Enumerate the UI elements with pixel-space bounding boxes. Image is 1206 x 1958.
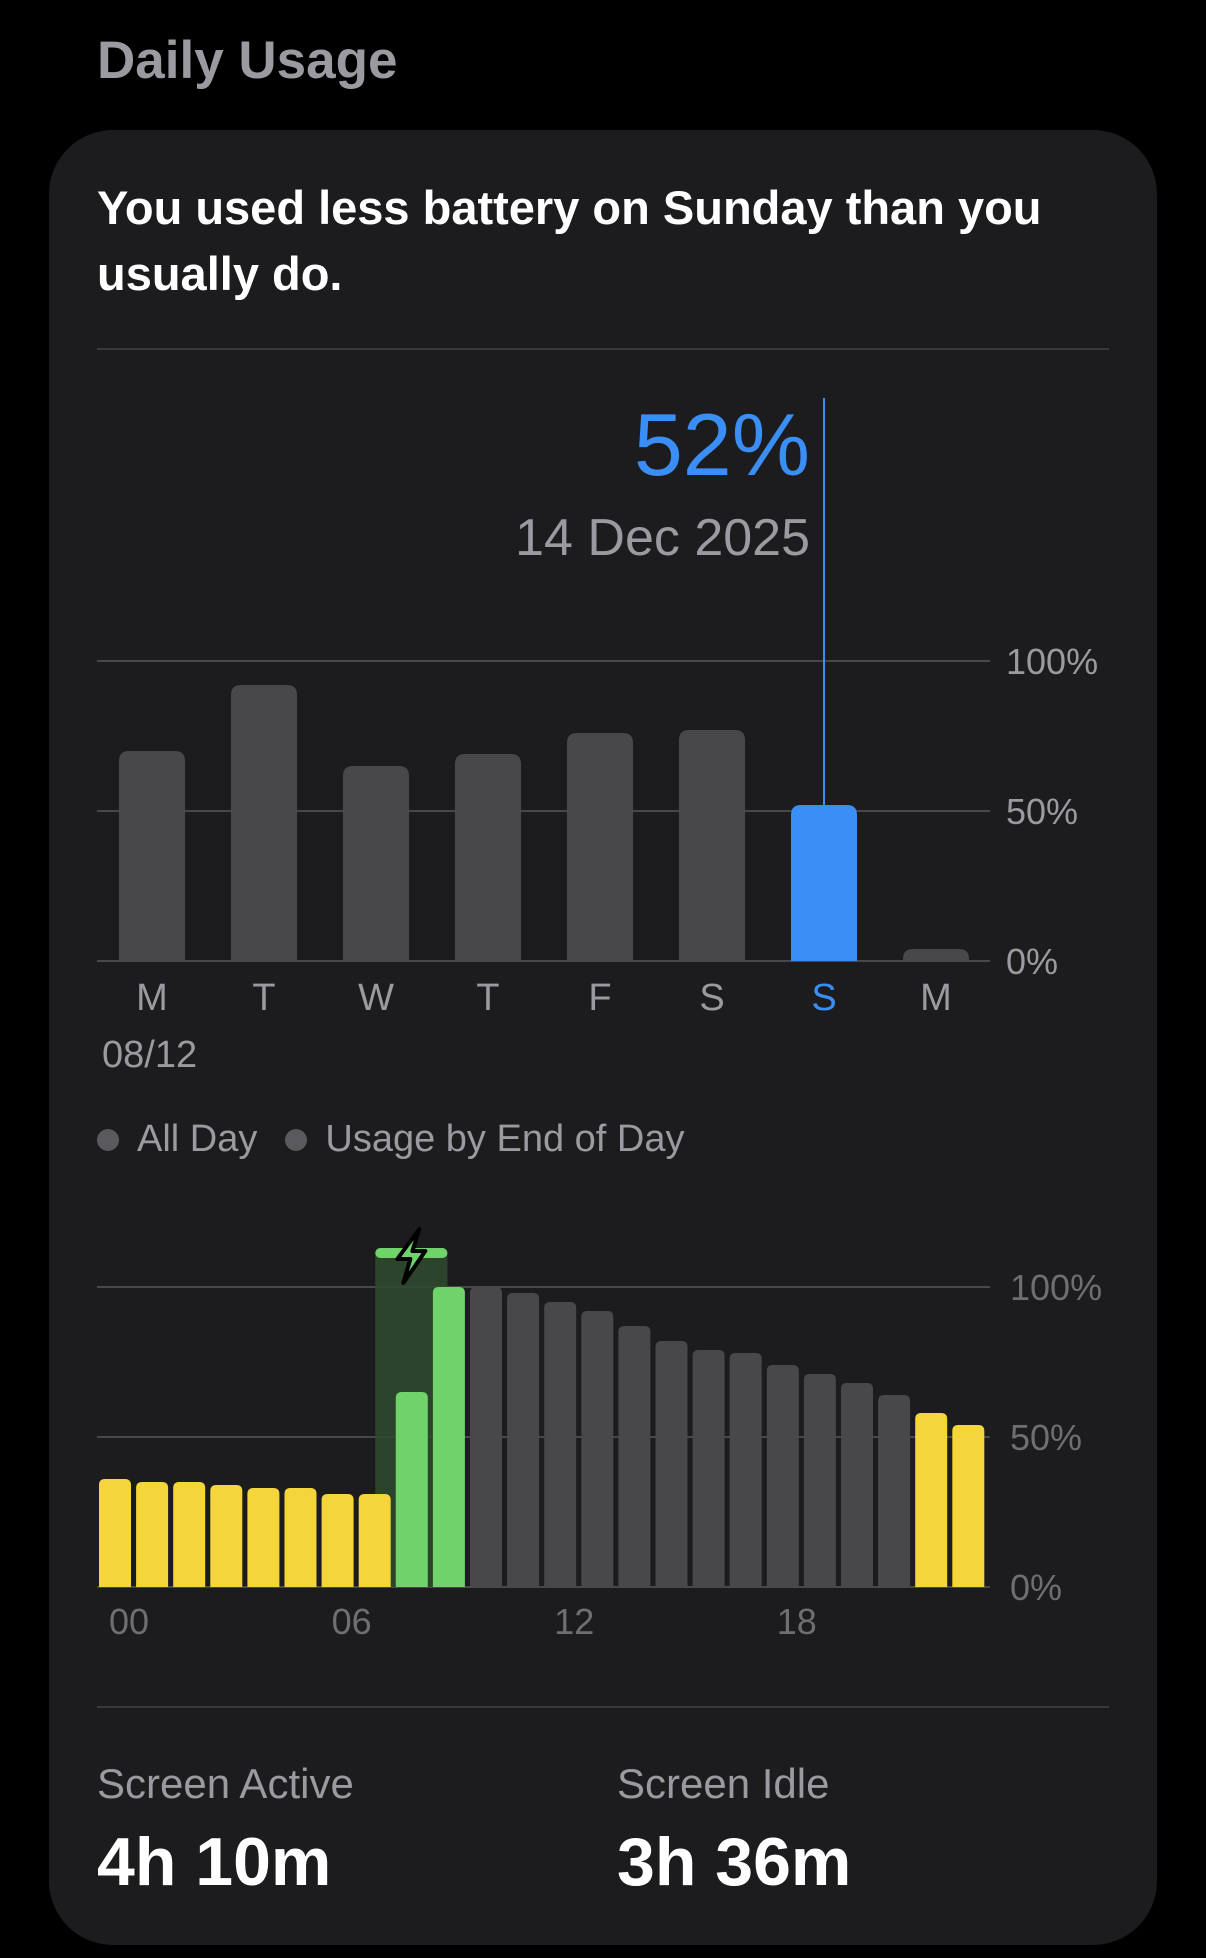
hourly-bar [470, 1287, 502, 1587]
hourly-ytick-label: 100% [1010, 1267, 1102, 1308]
hourly-bar [358, 1494, 391, 1587]
daily-xtick-label: T [476, 977, 499, 1019]
legend: All Day Usage by End of Day [97, 1118, 712, 1161]
daily-bar [119, 751, 185, 961]
daily-xtick-label: M [920, 977, 952, 1019]
daily-selection: 52% 14 Dec 2025 [515, 395, 825, 805]
daily-bar [567, 733, 633, 961]
hourly-bar [766, 1365, 799, 1587]
hourly-bar [581, 1311, 614, 1587]
daily-ytick-label: 0% [1006, 941, 1058, 982]
daily-bar [455, 754, 521, 961]
daily-xtick-label: S [811, 977, 836, 1019]
hourly-bar [618, 1326, 651, 1587]
hourly-bar [878, 1395, 911, 1587]
selection-value-label: 52% [634, 395, 810, 494]
hourly-ytick-label: 50% [1010, 1417, 1082, 1458]
screen-idle-value: 3h 36m [617, 1824, 852, 1900]
daily-bar [791, 805, 857, 961]
hourly-bar [952, 1425, 985, 1587]
hourly-bar [173, 1482, 206, 1587]
hourly-bar [284, 1488, 317, 1587]
daily-bar [679, 730, 745, 961]
daily-xtick-label: S [699, 977, 724, 1019]
hourly-bar [210, 1485, 243, 1587]
legend-end-of-day[interactable]: Usage by End of Day [285, 1118, 684, 1161]
hourly-xtick-label: 12 [554, 1601, 594, 1642]
hourly-xtick-label: 18 [777, 1601, 817, 1642]
daily-xtick-label: W [358, 977, 394, 1019]
daily-ytick-label: 50% [1006, 791, 1078, 832]
hourly-bar [432, 1287, 465, 1587]
daily-date-start-label: 08/12 [102, 1034, 197, 1076]
legend-all-day-label: All Day [137, 1118, 258, 1160]
hourly-bar [915, 1413, 948, 1587]
daily-bar [231, 685, 297, 961]
daily-labels: M T W T F S S M 08/12 [102, 977, 952, 1076]
lightning-bolt-icon [395, 1227, 428, 1285]
hourly-bar [247, 1488, 280, 1587]
hourly-bar [99, 1479, 131, 1587]
hourly-bar [803, 1374, 836, 1587]
legend-all-day[interactable]: All Day [97, 1118, 257, 1161]
daily-bar [343, 766, 409, 961]
headline: You used less battery on Sunday than you… [97, 181, 1042, 300]
daily-bars [119, 685, 969, 961]
hourly-labels: 00 06 12 18 [109, 1601, 817, 1642]
hourly-bar [507, 1293, 540, 1587]
legend-dot-icon [285, 1128, 308, 1151]
hourly-bar [136, 1482, 169, 1587]
hourly-bar [655, 1341, 688, 1587]
legend-end-of-day-label: Usage by End of Day [325, 1118, 685, 1160]
hourly-bar [395, 1392, 428, 1587]
hourly-bars [99, 1227, 985, 1587]
divider-top [97, 348, 1109, 350]
screen-active-value: 4h 10m [97, 1824, 332, 1900]
daily-usage-card [49, 130, 1157, 1945]
hourly-bar [841, 1383, 873, 1587]
daily-ytick-label: 100% [1006, 641, 1098, 682]
divider-bottom [97, 1706, 1109, 1708]
hourly-ytick-label: 0% [1010, 1567, 1062, 1608]
hourly-bar [692, 1350, 725, 1587]
screen-idle-label: Screen Idle [617, 1760, 830, 1807]
hourly-bar [321, 1494, 354, 1587]
selection-date-label: 14 Dec 2025 [515, 509, 810, 567]
section-title: Daily Usage [97, 31, 398, 90]
daily-xtick-label: T [252, 977, 275, 1019]
hourly-bar [729, 1353, 762, 1587]
daily-xtick-label: M [136, 977, 168, 1019]
screen-active-label: Screen Active [97, 1760, 354, 1807]
daily-xtick-label: F [588, 977, 611, 1019]
hourly-xtick-label: 06 [332, 1601, 372, 1642]
hourly-xtick-label: 00 [109, 1601, 149, 1642]
legend-dot-icon [97, 1128, 119, 1151]
hourly-bar [544, 1302, 577, 1587]
daily-bar [903, 949, 969, 961]
